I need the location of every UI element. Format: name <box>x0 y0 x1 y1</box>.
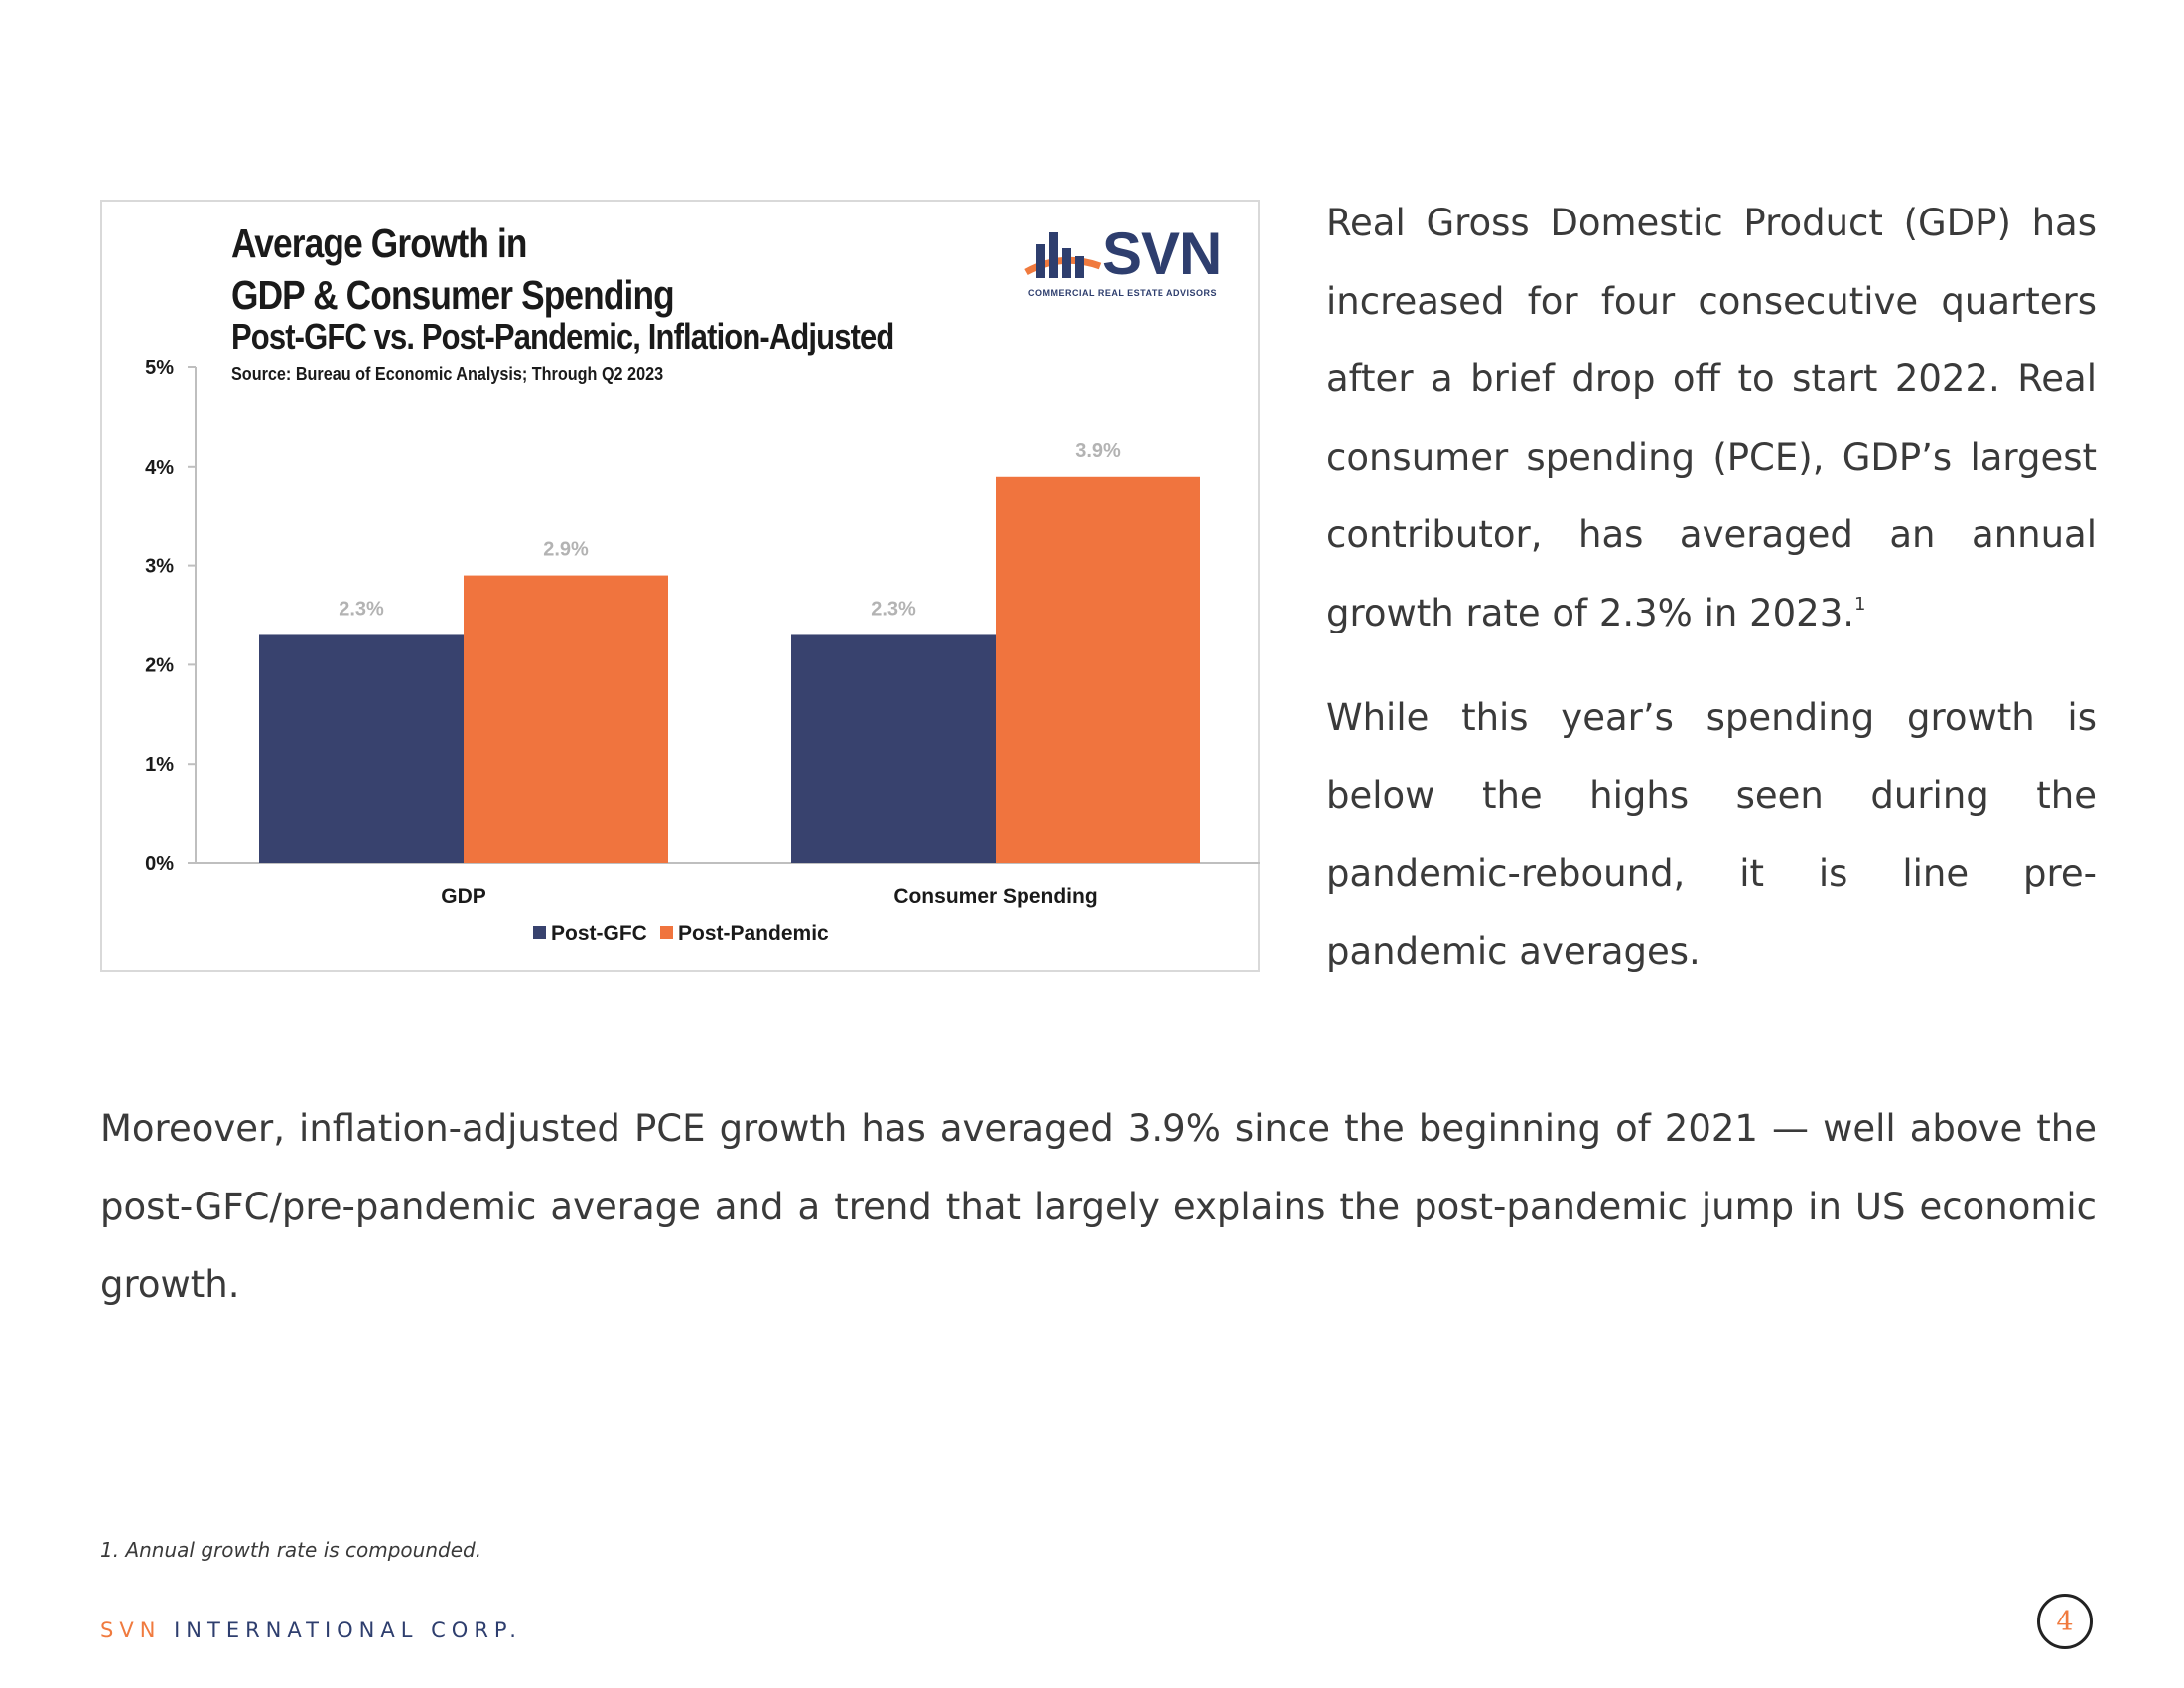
bar <box>259 634 464 863</box>
x-category-label: GDP <box>441 885 486 908</box>
footer-brand: SVN INTERNATIONAL CORP. <box>100 1618 522 1642</box>
data-label: 2.3% <box>871 598 916 620</box>
data-label: 2.9% <box>543 539 589 561</box>
bar-chart: 0% 1% 2% 3% 4% 5% 2.3% 2.9% GDP 2.3% 3.9% Consumer … <box>145 357 1260 945</box>
logo-wordmark: SVN <box>1102 220 1222 287</box>
bar <box>996 476 1200 863</box>
chart-source: Source: Bureau of Economic Analysis; Thr… <box>231 364 664 384</box>
y-tick-label: 3% <box>145 556 174 578</box>
paragraph-gdp-text: Real Gross Domestic Product (GDP) has in… <box>1326 202 2097 634</box>
chart-title: Average Growth in GDP & Consumer Spendin… <box>231 217 675 321</box>
footer-brand-corp: INTERNATIONAL CORP. <box>174 1618 522 1642</box>
data-label: 3.9% <box>1075 440 1121 462</box>
footer-brand-svn: SVN <box>100 1618 162 1642</box>
x-category-label: Consumer Spending <box>893 885 1097 908</box>
buildings-logo-icon <box>1024 232 1102 278</box>
chart-title-line-1: Average Growth in <box>231 220 527 266</box>
right-column-text: Real Gross Domestic Product (GDP) has in… <box>1326 185 2097 1018</box>
legend-swatch <box>660 926 673 939</box>
footnote-ref: 1 <box>1854 593 1866 615</box>
footnote: 1. Annual growth rate is compounded. <box>100 1538 482 1562</box>
y-tick-label: 1% <box>145 754 174 775</box>
bar <box>791 634 996 863</box>
legend-label: Post-GFC <box>551 922 647 945</box>
chart-title-line-2: GDP & Consumer Spending <box>231 272 675 318</box>
legend-swatch <box>533 926 546 939</box>
svn-logo: SVN COMMERCIAL REAL ESTATE ADVISORS <box>1023 222 1236 302</box>
data-label: 2.3% <box>339 598 384 620</box>
page-number: 4 <box>2037 1594 2093 1649</box>
logo-tagline: COMMERCIAL REAL ESTATE ADVISORS <box>1028 288 1218 298</box>
legend-label: Post-Pandemic <box>678 922 829 945</box>
paragraph-gdp: Real Gross Domestic Product (GDP) has in… <box>1326 185 2097 652</box>
chart-subtitle: Post-GFC vs. Post-Pandemic, Inflation-Ad… <box>231 316 894 356</box>
paragraph-pce: Moreover, inflation-adjusted PCE growth … <box>100 1107 2097 1306</box>
y-tick-label: 2% <box>145 654 174 676</box>
y-tick-label: 5% <box>145 357 174 379</box>
y-tick-label: 0% <box>145 853 174 875</box>
bar <box>464 575 668 863</box>
paragraph-spending: While this year’s spending growth is bel… <box>1326 696 2097 973</box>
y-tick-label: 4% <box>145 457 174 479</box>
